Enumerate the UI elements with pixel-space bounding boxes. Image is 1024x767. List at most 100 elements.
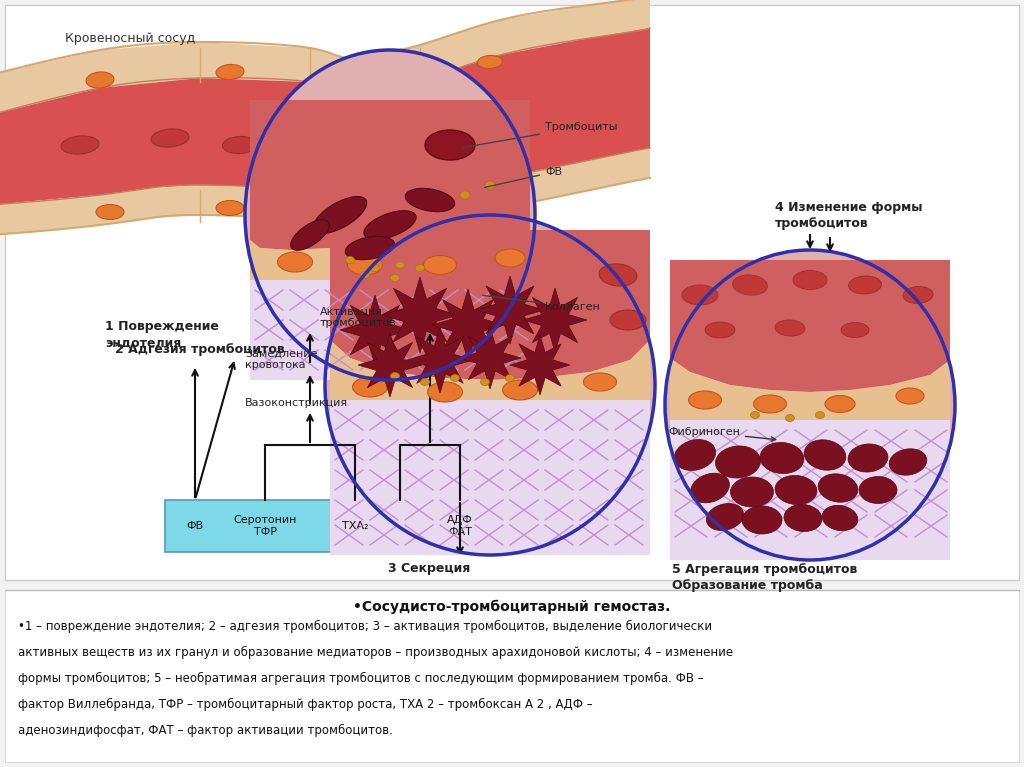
Ellipse shape [688,391,722,409]
Polygon shape [250,230,530,280]
FancyBboxPatch shape [5,5,1019,580]
Polygon shape [0,148,650,235]
Polygon shape [382,277,458,353]
Ellipse shape [424,255,457,275]
Ellipse shape [86,72,114,88]
Polygon shape [407,327,473,393]
Ellipse shape [395,262,404,268]
Ellipse shape [313,196,367,233]
Ellipse shape [447,193,472,206]
Text: Активация
тромбоцитов: Активация тромбоцитов [319,306,396,328]
Polygon shape [670,260,950,392]
Ellipse shape [245,50,535,380]
Ellipse shape [751,412,760,419]
Ellipse shape [665,250,955,560]
Ellipse shape [793,271,827,289]
Ellipse shape [460,191,470,199]
Ellipse shape [406,189,455,212]
Text: ФВ: ФВ [484,167,562,187]
Polygon shape [670,358,950,420]
Polygon shape [523,288,587,352]
Ellipse shape [152,129,189,147]
Ellipse shape [390,373,399,380]
Text: •Сосудисто-тромбоцитарный гемостаз.: •Сосудисто-тромбоцитарный гемостаз. [353,600,671,614]
Ellipse shape [216,200,244,216]
Ellipse shape [775,476,817,505]
Ellipse shape [859,476,897,503]
Ellipse shape [421,378,429,386]
Polygon shape [340,295,410,365]
Ellipse shape [760,443,804,473]
Text: формы тромбоцитов; 5 – необратимая агрегация тромбоцитов с последующим формирова: формы тромбоцитов; 5 – необратимая агрег… [18,672,703,685]
Ellipse shape [815,412,824,419]
Text: активных веществ из их гранул и образование медиаторов – производных арахидоново: активных веществ из их гранул и образова… [18,646,733,659]
Polygon shape [330,400,650,555]
Ellipse shape [495,249,525,267]
Text: аденозиндифосфат, ФАТ – фактор активации тромбоцитов.: аденозиндифосфат, ФАТ – фактор активации… [18,724,393,737]
Ellipse shape [732,275,767,295]
Text: АДФ
ФАТ: АДФ ФАТ [447,515,473,537]
Ellipse shape [371,265,380,272]
Ellipse shape [506,374,514,381]
Ellipse shape [503,380,538,400]
Ellipse shape [61,136,99,154]
Polygon shape [510,335,570,395]
Ellipse shape [784,505,822,532]
Ellipse shape [707,503,743,531]
Ellipse shape [352,377,387,397]
Polygon shape [358,333,422,397]
Ellipse shape [610,310,646,330]
Polygon shape [250,280,530,380]
Text: Серотонин
ТФР: Серотонин ТФР [233,515,297,537]
Polygon shape [330,340,650,400]
Ellipse shape [364,211,416,239]
Ellipse shape [822,505,858,531]
Ellipse shape [222,137,257,153]
Ellipse shape [425,130,475,160]
Ellipse shape [804,439,846,470]
Ellipse shape [903,287,933,304]
Ellipse shape [785,414,795,422]
Text: 3 Секреция: 3 Секреция [388,562,470,575]
Ellipse shape [360,272,370,278]
Ellipse shape [96,205,124,219]
Text: Фибриноген: Фибриноген [668,427,776,441]
Ellipse shape [716,446,761,478]
Ellipse shape [345,256,354,264]
Ellipse shape [730,477,773,507]
Ellipse shape [599,264,637,286]
Ellipse shape [353,140,386,156]
Ellipse shape [347,255,383,275]
Ellipse shape [848,444,888,472]
Text: Кровеносный сосуд: Кровеносный сосуд [65,32,196,45]
Ellipse shape [682,285,718,305]
Text: 2 Адгезия тромбоцитов: 2 Адгезия тромбоцитов [115,343,285,356]
Ellipse shape [825,396,855,413]
Text: Коллаген: Коллаген [482,295,601,312]
Ellipse shape [675,439,716,470]
Polygon shape [432,289,504,361]
Polygon shape [330,230,650,380]
Ellipse shape [849,276,882,294]
Text: 1 Повреждение
эндотелия: 1 Повреждение эндотелия [105,320,219,350]
Ellipse shape [416,265,425,272]
Ellipse shape [480,378,489,386]
Polygon shape [459,327,521,389]
Text: ТХА₂: ТХА₂ [342,521,369,531]
Polygon shape [0,28,650,205]
Ellipse shape [485,181,495,189]
Text: Замедление
кровотока: Замедление кровотока [245,348,317,370]
Text: Вазоконстрикция: Вазоконстрикция [245,398,348,408]
Ellipse shape [427,382,463,402]
FancyBboxPatch shape [5,590,1019,762]
Ellipse shape [278,252,312,272]
Polygon shape [670,420,950,560]
Ellipse shape [584,373,616,391]
Ellipse shape [325,215,655,555]
Polygon shape [250,100,530,258]
Ellipse shape [451,374,460,381]
Text: фактор Виллебранда, ТФР – тромбоцитарный фактор роста, ТХА 2 – тромбоксан А 2 , : фактор Виллебранда, ТФР – тромбоцитарный… [18,698,593,711]
Ellipse shape [291,219,330,250]
Ellipse shape [775,320,805,336]
Ellipse shape [477,55,503,68]
